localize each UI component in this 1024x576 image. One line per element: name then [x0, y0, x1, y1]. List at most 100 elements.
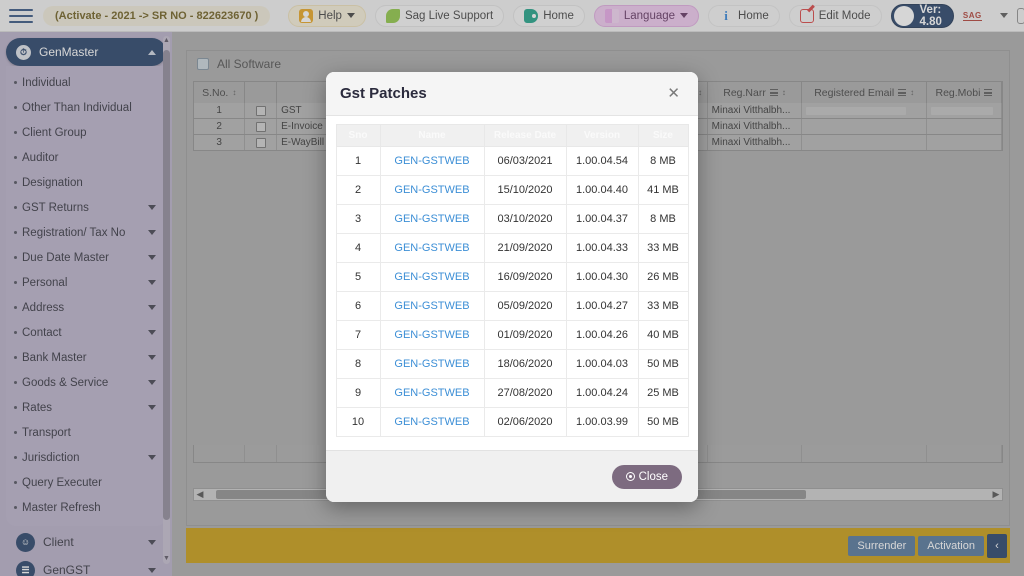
column-label: S.No.	[202, 86, 229, 99]
scroll-right-arrow-icon[interactable]: ▶	[992, 489, 1000, 499]
column-header-size[interactable]: Size	[637, 124, 689, 147]
activation-status-badge: (Activate - 2021 -> SR NO - 822623670 )	[43, 5, 271, 26]
table-row[interactable]: 6 GEN-GSTWEB 05/09/2020 1.00.04.27 33 MB	[335, 291, 689, 321]
column-sort-handle[interactable]: ↕	[694, 82, 708, 103]
scroll-left-arrow-icon[interactable]: ◀	[196, 489, 204, 499]
toggle-knob	[893, 5, 914, 26]
sidebar-item-query-executer[interactable]: Query Executer	[6, 470, 166, 495]
sidebar-item-bank-master[interactable]: Bank Master	[6, 345, 166, 370]
cell-size: 8 MB	[637, 204, 689, 234]
cell-email	[802, 135, 927, 150]
close-button-label: Close	[638, 470, 668, 483]
column-header-release-date[interactable]: Release Date	[483, 124, 567, 147]
chevron-down-icon	[148, 380, 156, 385]
sidebar-item-client-group[interactable]: Client Group	[6, 120, 166, 145]
sidebar-item-genmaster[interactable]: ⏱ GenMaster	[6, 38, 166, 66]
cell-name-link[interactable]: GEN-GSTWEB	[379, 262, 485, 292]
sidebar-item-jurisdiction[interactable]: Jurisdiction	[6, 445, 166, 470]
sidebar-item-transport[interactable]: Transport	[6, 420, 166, 445]
cell-reg-name: Minaxi Vitthalbh...	[708, 103, 803, 118]
sidebar-scrollbar[interactable]: ▲ ▼	[163, 36, 170, 564]
sidebar-item-gengst[interactable]: ☰ GenGST	[6, 556, 166, 576]
bullet-icon	[14, 356, 17, 359]
table-row[interactable]: 1 GEN-GSTWEB 06/03/2021 1.00.04.54 8 MB	[335, 146, 689, 176]
hamburger-menu-icon[interactable]	[8, 7, 34, 25]
sidebar-item-due-date-master[interactable]: Due Date Master	[6, 245, 166, 270]
column-menu-icon[interactable]	[769, 89, 778, 96]
cell-name-link[interactable]: GEN-GSTWEB	[379, 233, 485, 263]
table-row[interactable]: 5 GEN-GSTWEB 16/09/2020 1.00.04.30 26 MB	[335, 262, 689, 292]
cell-name-link[interactable]: GEN-GSTWEB	[379, 378, 485, 408]
row-checkbox[interactable]	[255, 121, 266, 132]
column-header-select[interactable]	[245, 82, 278, 103]
column-header-sno[interactable]: Sno	[335, 124, 381, 147]
sidebar-item-gst-returns[interactable]: GST Returns	[6, 195, 166, 220]
close-button[interactable]: Close	[611, 464, 682, 489]
sidebar-item-other-than-individual[interactable]: Other Than Individual	[6, 95, 166, 120]
sidebar-item-label: Individual	[22, 76, 71, 89]
sidebar-item-personal[interactable]: Personal	[6, 270, 166, 295]
table-row[interactable]: 4 GEN-GSTWEB 21/09/2020 1.00.04.33 33 MB	[335, 233, 689, 263]
chevron-down-icon	[346, 13, 355, 18]
chevron-down-icon[interactable]	[999, 13, 1008, 18]
cell-name-link[interactable]: GEN-GSTWEB	[379, 349, 485, 379]
cell-name-link[interactable]: GEN-GSTWEB	[379, 320, 485, 350]
table-row[interactable]: 7 GEN-GSTWEB 01/09/2020 1.00.04.26 40 MB	[335, 320, 689, 350]
language-button[interactable]: Language	[593, 4, 700, 27]
column-header-reg-name[interactable]: Reg.Narr ↕	[708, 82, 803, 103]
bullet-icon	[14, 256, 17, 259]
cell-name-link[interactable]: GEN-GSTWEB	[379, 291, 485, 321]
column-header-reg-mobile[interactable]: Reg.Mobi	[927, 82, 1003, 103]
sidebar-item-goods-service[interactable]: Goods & Service	[6, 370, 166, 395]
column-header-version[interactable]: Version	[565, 124, 639, 147]
cell-release-date: 06/03/2021	[483, 146, 567, 176]
sidebar-item-label: Client Group	[22, 126, 87, 139]
sidebar-item-individual[interactable]: Individual	[6, 70, 166, 95]
table-row[interactable]: 2 GEN-GSTWEB 15/10/2020 1.00.04.40 41 MB	[335, 175, 689, 205]
sidebar-item-auditor[interactable]: Auditor	[6, 145, 166, 170]
sidebar-item-registration-tax-no[interactable]: Registration/ Tax No	[6, 220, 166, 245]
column-menu-icon[interactable]	[984, 89, 993, 96]
sidebar-item-address[interactable]: Address	[6, 295, 166, 320]
cell-version: 1.00.04.30	[565, 262, 639, 292]
row-checkbox[interactable]	[255, 137, 266, 148]
cell-name-link[interactable]: GEN-GSTWEB	[379, 204, 485, 234]
sidebar-item-rates[interactable]: Rates	[6, 395, 166, 420]
cell-size: 50 MB	[637, 407, 689, 437]
sidebar-item-contact[interactable]: Contact	[6, 320, 166, 345]
sidebar-item-client[interactable]: ☺ Client	[6, 528, 166, 556]
help-button[interactable]: Help	[288, 4, 366, 27]
collapse-panel-button[interactable]: ‹	[987, 533, 1007, 558]
info-home-button[interactable]: i Home	[708, 4, 780, 27]
sidebar-item-label: Goods & Service	[22, 376, 109, 389]
activation-button[interactable]: Activation	[918, 535, 984, 556]
home-tag-button[interactable]: Home	[513, 4, 585, 27]
cell-name-link[interactable]: GEN-GSTWEB	[379, 175, 485, 205]
sidebar-submenu: Individual Other Than Individual Client …	[6, 66, 166, 526]
scroll-up-arrow-icon[interactable]: ▲	[163, 37, 170, 44]
scroll-down-arrow-icon[interactable]: ▼	[163, 555, 170, 562]
table-row[interactable]: 10 GEN-GSTWEB 02/06/2020 1.00.03.99 50 M…	[335, 407, 689, 437]
cell-name-link[interactable]: GEN-GSTWEB	[379, 146, 485, 176]
cell-release-date: 01/09/2020	[483, 320, 567, 350]
column-menu-icon[interactable]	[898, 89, 907, 96]
edit-mode-button[interactable]: Edit Mode	[788, 4, 882, 27]
row-checkbox[interactable]	[255, 105, 266, 116]
sag-live-support-button[interactable]: Sag Live Support	[374, 4, 505, 27]
surrender-button[interactable]: Surrender	[848, 535, 916, 556]
table-row[interactable]: 8 GEN-GSTWEB 18/06/2020 1.00.04.03 50 MB	[335, 349, 689, 379]
checkbox-icon[interactable]	[197, 58, 209, 70]
column-header-name[interactable]: Name	[379, 124, 485, 147]
cell-name-link[interactable]: GEN-GSTWEB	[379, 407, 485, 437]
cell-sno: 3	[335, 204, 381, 234]
column-header-registered-email[interactable]: Registered Email ↕	[802, 82, 927, 103]
table-row[interactable]: 3 GEN-GSTWEB 03/10/2020 1.00.04.37 8 MB	[335, 204, 689, 234]
table-row[interactable]: 9 GEN-GSTWEB 27/08/2020 1.00.04.24 25 MB	[335, 378, 689, 408]
sidebar-item-label: Personal	[22, 276, 68, 289]
sidebar-item-label: GST Returns	[22, 201, 89, 214]
column-header-sno[interactable]: S.No. ↕	[194, 82, 246, 103]
version-toggle[interactable]: Ver: 4.80	[890, 3, 954, 28]
sidebar-item-master-refresh[interactable]: Master Refresh	[6, 495, 166, 520]
close-icon[interactable]: ✕	[667, 85, 680, 102]
sidebar-item-designation[interactable]: Designation	[6, 170, 166, 195]
